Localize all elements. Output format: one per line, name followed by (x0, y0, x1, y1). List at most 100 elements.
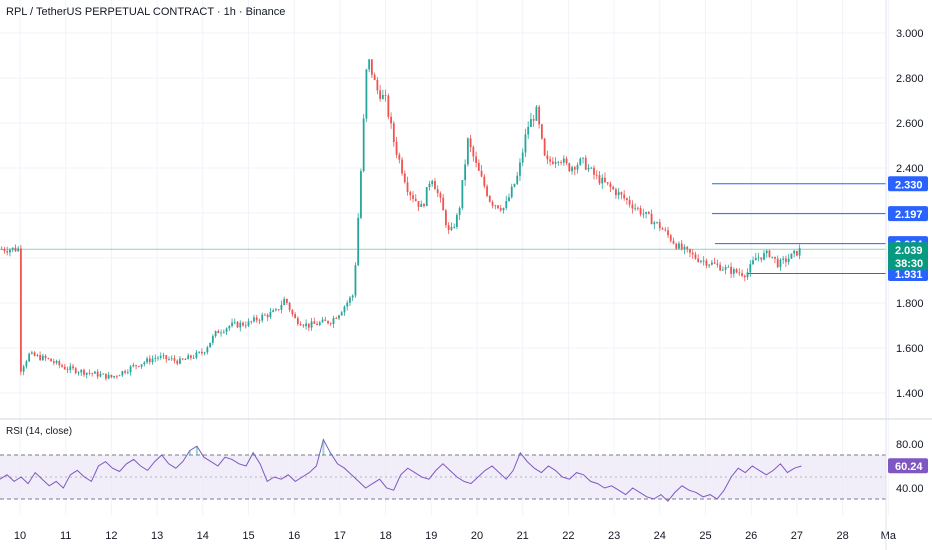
rsi-axis[interactable]: 80.00 40.00 (896, 439, 924, 495)
candle-up (601, 174, 604, 190)
candle-body (639, 208, 642, 215)
time-axis[interactable]: 10 11 12 13 14 15 16 17 18 19 20 21 22 23 24 25 26 27 28 Ma (14, 530, 897, 542)
candle-down (584, 155, 587, 171)
candle-body (28, 353, 31, 362)
candle-body (302, 325, 305, 327)
candle-body (571, 167, 573, 172)
candle-body (705, 260, 708, 266)
candle-body (280, 304, 283, 310)
candle-down (250, 320, 253, 325)
candle-body (647, 211, 650, 214)
rsi-value-tag[interactable]: 60.24 (888, 458, 928, 474)
candle-up (338, 314, 340, 320)
candle-up (168, 356, 170, 361)
candle-body (689, 249, 691, 253)
candle-body (763, 253, 765, 260)
rsi-series (0, 438, 802, 502)
candle-up (346, 300, 349, 311)
candle-body (0, 249, 3, 250)
candle-body (6, 251, 9, 253)
level-tag-text: 1.931 (895, 269, 923, 281)
candle-body (179, 358, 181, 364)
candle-body (351, 295, 354, 298)
candle-body (324, 319, 327, 321)
candle-down (148, 355, 151, 365)
candle-down (620, 191, 623, 200)
candle-body (310, 321, 313, 328)
candle-up (30, 350, 33, 355)
current-price-tag-text: 2.039 (895, 245, 923, 257)
candle-up (510, 183, 513, 199)
candle-body (151, 358, 154, 363)
candle-body (455, 214, 458, 228)
candle-body (672, 240, 675, 244)
candle-body (642, 213, 645, 215)
level-tag[interactable]: 2.330 (888, 176, 928, 192)
candle-body (491, 201, 494, 206)
candle-body (85, 372, 88, 375)
rsi-value-tag-box (888, 458, 928, 474)
candle-up (170, 355, 173, 361)
candle-body (362, 118, 365, 172)
candle-down (664, 227, 667, 232)
candle-down (96, 369, 99, 380)
candle-body (549, 159, 552, 162)
candle-body (20, 248, 22, 372)
candle-body (554, 162, 557, 164)
candle-down (390, 112, 392, 129)
candle-body (774, 256, 776, 259)
time-tick-label: Ma (881, 530, 897, 542)
candle-up (708, 263, 711, 268)
candle-up (702, 256, 705, 266)
time-tick-label: 14 (197, 530, 209, 542)
candle-down (538, 104, 541, 129)
candle-body (436, 189, 439, 194)
candle-down (44, 354, 47, 362)
candle-body (445, 210, 447, 226)
candle-body (743, 275, 746, 278)
candle-down (33, 351, 36, 357)
candle-body (376, 80, 379, 91)
candle-body (593, 167, 595, 175)
rsi-tick-label: 40.00 (896, 483, 924, 495)
candle-down (409, 190, 412, 201)
candle-up (420, 200, 423, 207)
candle-up (724, 264, 727, 275)
candle-body (187, 355, 190, 360)
candle-down (689, 248, 691, 258)
candle-up (140, 364, 143, 370)
candle-body (450, 227, 453, 230)
candle-body (379, 90, 382, 99)
candle-up (763, 249, 765, 261)
candle-up (521, 148, 524, 167)
candle-up (36, 353, 39, 358)
candle-body (494, 205, 497, 207)
candle-up (524, 128, 527, 158)
candle-up (25, 359, 28, 369)
level-tag[interactable]: 2.197 (888, 206, 928, 222)
chart-title: RPL / TetherUS PERPETUAL CONTRACT · 1h ·… (6, 6, 286, 18)
candle-body (365, 69, 368, 119)
candle-body (255, 317, 258, 321)
candle-body (126, 372, 129, 373)
candle-down (414, 194, 417, 202)
candle-body (63, 366, 66, 370)
candle-up (710, 259, 713, 266)
candle-body (102, 373, 105, 375)
candle-up (143, 360, 146, 367)
candle-up (579, 157, 582, 166)
candle-down (14, 244, 17, 252)
candle-body (417, 201, 420, 207)
price-tick-label: 3.000 (896, 28, 924, 40)
candle-body (636, 207, 639, 209)
candle-down (258, 318, 261, 324)
candle-up (340, 310, 343, 316)
candle-body (442, 197, 445, 211)
candle-up (732, 267, 735, 278)
candle-body (497, 205, 499, 209)
candle-body (428, 184, 431, 188)
candle-up (121, 370, 124, 377)
candle-body (499, 208, 502, 211)
candle-body (395, 141, 398, 155)
